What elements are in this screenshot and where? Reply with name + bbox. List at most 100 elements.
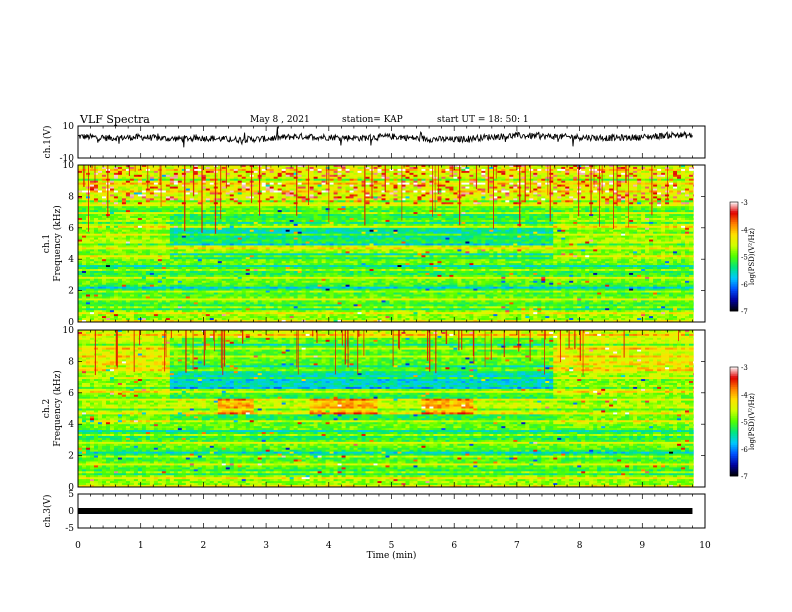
spectrogram-cell bbox=[337, 186, 342, 189]
spectrogram-cell bbox=[113, 180, 119, 183]
spectrogram-cell bbox=[649, 206, 654, 209]
spectrogram-cell bbox=[489, 206, 494, 209]
spectrogram-cell bbox=[105, 223, 111, 227]
spectrogram-cell bbox=[317, 182, 322, 185]
spectrogram-cell bbox=[489, 176, 494, 180]
spectrogram-cell bbox=[333, 214, 338, 217]
spectrogram-cell bbox=[401, 221, 406, 225]
spectrogram-cell bbox=[301, 221, 306, 225]
spectrogram-cell bbox=[677, 172, 682, 176]
spectrogram-cell bbox=[613, 217, 618, 221]
spectrogram-cell bbox=[617, 202, 622, 205]
spectrogram-cell bbox=[629, 212, 634, 215]
spectrogram-cell bbox=[629, 216, 634, 219]
spectrogram-cell bbox=[189, 186, 195, 189]
spectrogram-cell bbox=[581, 190, 586, 193]
spectrogram-cell bbox=[649, 198, 654, 201]
spectrogram-cell bbox=[357, 188, 362, 191]
spectrogram-cell bbox=[685, 174, 690, 178]
spectrogram-cell bbox=[181, 180, 187, 183]
spectrogram-cell bbox=[637, 216, 642, 219]
spectrogram-cell bbox=[489, 214, 494, 217]
spectrogram-cell bbox=[349, 198, 354, 201]
spectrogram-cell bbox=[341, 170, 346, 174]
spectrogram-cell bbox=[381, 186, 386, 189]
spectrogram-cell bbox=[133, 178, 139, 181]
spectrogram-cell bbox=[637, 221, 642, 225]
spectrogram-cell bbox=[341, 168, 346, 172]
spectrogram-cell bbox=[293, 202, 298, 205]
spectrogram-cell bbox=[241, 182, 247, 185]
spectrogram-cell bbox=[405, 204, 410, 207]
spectrogram-cell bbox=[389, 190, 394, 193]
spectrogram-cell bbox=[349, 196, 354, 199]
spectrogram-cell bbox=[261, 188, 266, 191]
spectrogram-cell bbox=[501, 178, 506, 181]
spectrogram-cell bbox=[417, 182, 422, 185]
spectrogram-cell bbox=[209, 172, 215, 176]
spectrogram-cell bbox=[573, 182, 578, 185]
spectrogram-cell bbox=[577, 192, 582, 195]
spectrogram-cell bbox=[89, 192, 95, 195]
spectrogram-cell bbox=[177, 212, 183, 215]
spectrogram-cell bbox=[177, 174, 183, 178]
spectrogram-cell bbox=[413, 174, 418, 178]
spectrogram-cell bbox=[561, 219, 566, 223]
spectrogram-cell bbox=[129, 172, 135, 176]
spectrogram-cell bbox=[521, 170, 526, 174]
spectrogram-cell bbox=[277, 216, 282, 219]
spectrogram-cell bbox=[285, 170, 290, 174]
spectrogram-cell bbox=[637, 186, 642, 189]
spectrogram-cell bbox=[413, 200, 418, 203]
spectrogram-cell bbox=[401, 188, 406, 191]
spectrogram-cell bbox=[613, 168, 618, 172]
spectrogram-cell bbox=[333, 200, 338, 203]
spectrogram-cell bbox=[421, 178, 426, 181]
spectrogram-cell bbox=[685, 198, 690, 201]
spectrogram-cell bbox=[545, 221, 550, 225]
spectrogram-cell bbox=[437, 166, 442, 170]
spectrogram-cell bbox=[437, 206, 442, 209]
spectrogram-cell bbox=[561, 204, 566, 207]
spectrogram-cell bbox=[165, 172, 171, 176]
spectrogram-cell bbox=[645, 219, 650, 223]
spectrogram-cell bbox=[661, 221, 666, 225]
spectrogram-cell bbox=[585, 176, 590, 180]
spectrogram-cell bbox=[313, 194, 318, 197]
spectrogram-cell bbox=[89, 182, 95, 185]
spectrogram-cell bbox=[157, 210, 163, 213]
spectrogram-cell bbox=[113, 196, 119, 199]
spectrogram-cell bbox=[525, 200, 530, 203]
spectrogram-cell bbox=[673, 188, 678, 191]
spectrogram-cell bbox=[473, 223, 478, 227]
spectrogram-cell bbox=[373, 180, 378, 183]
spectrogram-cell bbox=[289, 170, 294, 174]
spectrogram-cell bbox=[221, 219, 227, 223]
spectrogram-cell bbox=[321, 223, 326, 227]
spectrogram-cell bbox=[513, 178, 518, 181]
spectrogram-cell bbox=[513, 190, 518, 193]
spectrogram-cell bbox=[589, 221, 594, 225]
spectrogram-cell bbox=[269, 174, 274, 178]
spectrogram-cell bbox=[137, 186, 143, 189]
spectrogram-cell bbox=[365, 174, 370, 178]
spectrogram-cell bbox=[93, 198, 99, 201]
spectrogram-cell bbox=[641, 217, 646, 221]
spectrogram-cell bbox=[549, 176, 554, 180]
spectrogram-cell bbox=[625, 188, 630, 191]
spectrogram-cell bbox=[221, 182, 227, 185]
spectrogram-cell bbox=[561, 208, 566, 211]
spectrogram-cell bbox=[473, 208, 478, 211]
spectrogram-cell bbox=[557, 214, 562, 217]
spectrogram-cell bbox=[189, 210, 195, 213]
spectrogram-cell bbox=[297, 172, 302, 176]
spectrogram-cell bbox=[97, 190, 103, 193]
spectrogram-cell bbox=[545, 172, 550, 176]
spectrogram-cell bbox=[293, 188, 298, 191]
spectrogram-cell bbox=[297, 182, 302, 185]
spectrogram-cell bbox=[101, 186, 107, 189]
spectrogram-cell bbox=[78, 202, 83, 205]
spectrogram-cell bbox=[285, 210, 290, 213]
spectrogram-cell bbox=[593, 208, 598, 211]
spectrogram-cell bbox=[301, 210, 306, 213]
